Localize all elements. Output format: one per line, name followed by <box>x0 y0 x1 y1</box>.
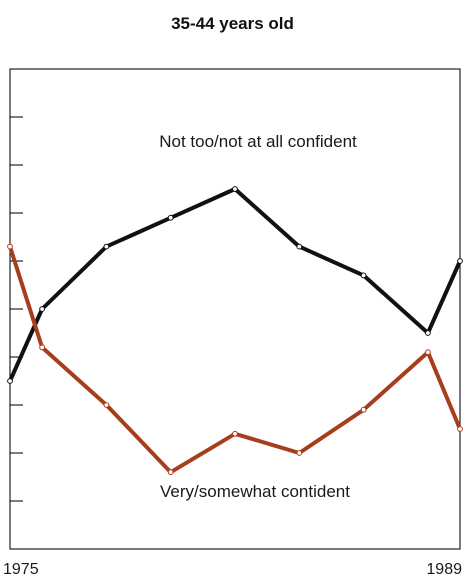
series-1-point-2 <box>103 402 110 408</box>
series-0-point-5 <box>296 243 303 250</box>
series-0-point-3 <box>167 214 174 221</box>
series-1-point-3 <box>167 469 174 476</box>
series-0-point-8 <box>457 258 463 264</box>
x-tick-label-start: 1975 <box>3 561 39 578</box>
x-tick-label-end: 1989 <box>426 561 462 578</box>
y-ticks <box>10 116 23 502</box>
chart-title: 35-44 years old <box>171 14 294 33</box>
series-0-point-0 <box>7 378 13 384</box>
series-0-point-2 <box>103 243 110 250</box>
series-1-point-7 <box>425 349 431 356</box>
series-1-point-5 <box>296 450 303 456</box>
series-line-0 <box>8 187 462 383</box>
series-1-point-1 <box>39 344 45 351</box>
series-1-point-0 <box>7 243 13 250</box>
series-0-point-7 <box>425 330 431 336</box>
series-line-1 <box>8 244 462 475</box>
series-0-point-4 <box>232 186 238 192</box>
series-label-not-confident: Not too/not at all confident <box>159 132 357 151</box>
series-1-point-8 <box>457 426 463 432</box>
series-0-point-1 <box>39 306 45 312</box>
series-0-point-6 <box>360 272 367 279</box>
series-label-confident: Very/somewhat contident <box>160 482 350 501</box>
series-1-point-4 <box>232 430 238 437</box>
series-1-point-6 <box>360 406 367 413</box>
series-lines <box>7 186 463 476</box>
